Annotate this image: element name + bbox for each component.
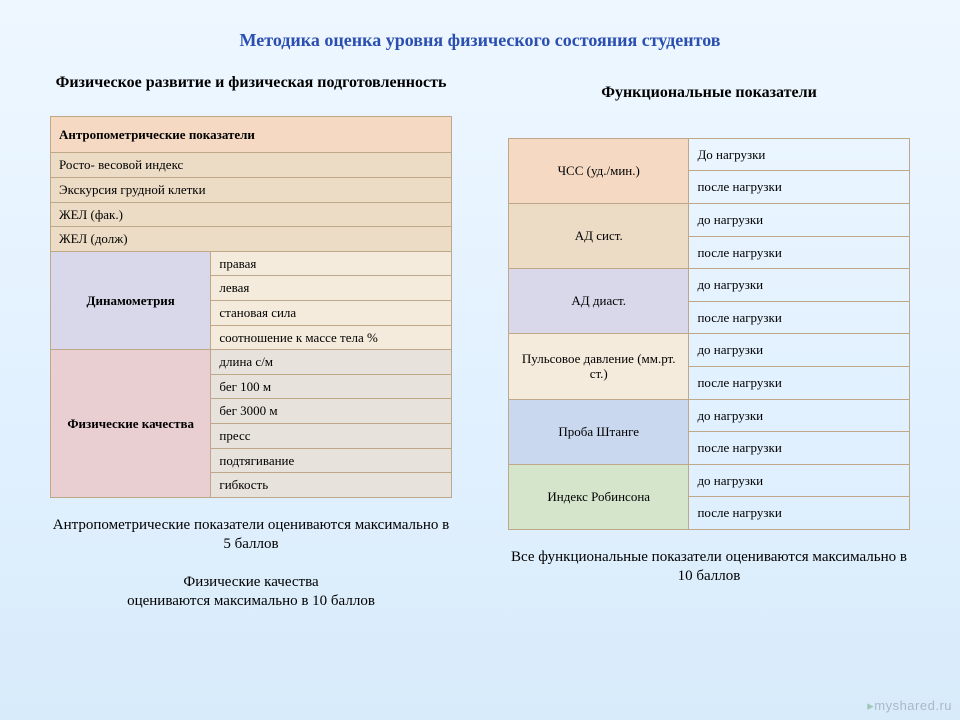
func-label: АД сист. <box>509 203 689 268</box>
func-label: ЧСС (уд./мин.) <box>509 138 689 203</box>
left-note-1: Антропометрические показатели оцениваютс… <box>50 516 452 555</box>
phys-row: подтягивание <box>211 448 452 473</box>
func-after: после нагрузки <box>689 366 910 399</box>
phys-row: длина с/м <box>211 350 452 375</box>
left-subtitle: Физическое развитие и физическая подгото… <box>50 73 452 94</box>
anthro-row: Экскурсия грудной клетки <box>51 177 452 202</box>
func-before: до нагрузки <box>689 399 910 432</box>
dynamo-row: правая <box>211 251 452 276</box>
func-before: до нагрузки <box>689 269 910 302</box>
func-label: Пульсовое давление (мм.рт. ст.) <box>509 334 689 399</box>
dynamo-label: Динамометрия <box>51 251 211 349</box>
func-after: после нагрузки <box>689 432 910 465</box>
func-after: после нагрузки <box>689 171 910 204</box>
watermark: ▸myshared.ru <box>867 698 952 714</box>
main-title: Методика оценка уровня физического состо… <box>50 30 910 51</box>
func-after: после нагрузки <box>689 497 910 530</box>
func-before: до нагрузки <box>689 334 910 367</box>
left-header: Антропометрические показатели <box>51 116 452 153</box>
phys-row: пресс <box>211 423 452 448</box>
anthro-row: ЖЕЛ (фак.) <box>51 202 452 227</box>
func-label: Индекс Робинсона <box>509 464 689 529</box>
func-before: до нагрузки <box>689 464 910 497</box>
phys-row: гибкость <box>211 473 452 498</box>
dynamo-row: соотношение к массе тела % <box>211 325 452 350</box>
func-label: АД диаст. <box>509 269 689 334</box>
watermark-text: myshared <box>874 698 935 713</box>
dynamo-row: левая <box>211 276 452 301</box>
phys-label: Физические качества <box>51 350 211 498</box>
columns: Физическое развитие и физическая подгото… <box>50 73 910 612</box>
watermark-suffix: .ru <box>935 698 952 713</box>
phys-row: бег 3000 м <box>211 399 452 424</box>
func-after: после нагрузки <box>689 301 910 334</box>
func-before: до нагрузки <box>689 203 910 236</box>
left-column: Физическое развитие и физическая подгото… <box>50 73 452 612</box>
right-note: Все функциональные показатели оцениваютс… <box>508 548 910 587</box>
func-after: после нагрузки <box>689 236 910 269</box>
func-label: Проба Штанге <box>509 399 689 464</box>
anthro-row: ЖЕЛ (долж) <box>51 227 452 252</box>
right-subtitle: Функциональные показатели <box>508 83 910 104</box>
left-table: Антропометрические показатели Росто- вес… <box>50 116 452 498</box>
anthro-row: Росто- весовой индекс <box>51 153 452 178</box>
slide-content: Методика оценка уровня физического состо… <box>0 0 960 612</box>
right-table: ЧСС (уд./мин.) До нагрузки после нагрузк… <box>508 138 910 530</box>
func-before: До нагрузки <box>689 138 910 171</box>
right-column: Функциональные показатели ЧСС (уд./мин.)… <box>508 73 910 612</box>
left-note-2: Физические качества оцениваются максимал… <box>50 573 452 612</box>
dynamo-row: становая сила <box>211 300 452 325</box>
phys-row: бег 100 м <box>211 374 452 399</box>
